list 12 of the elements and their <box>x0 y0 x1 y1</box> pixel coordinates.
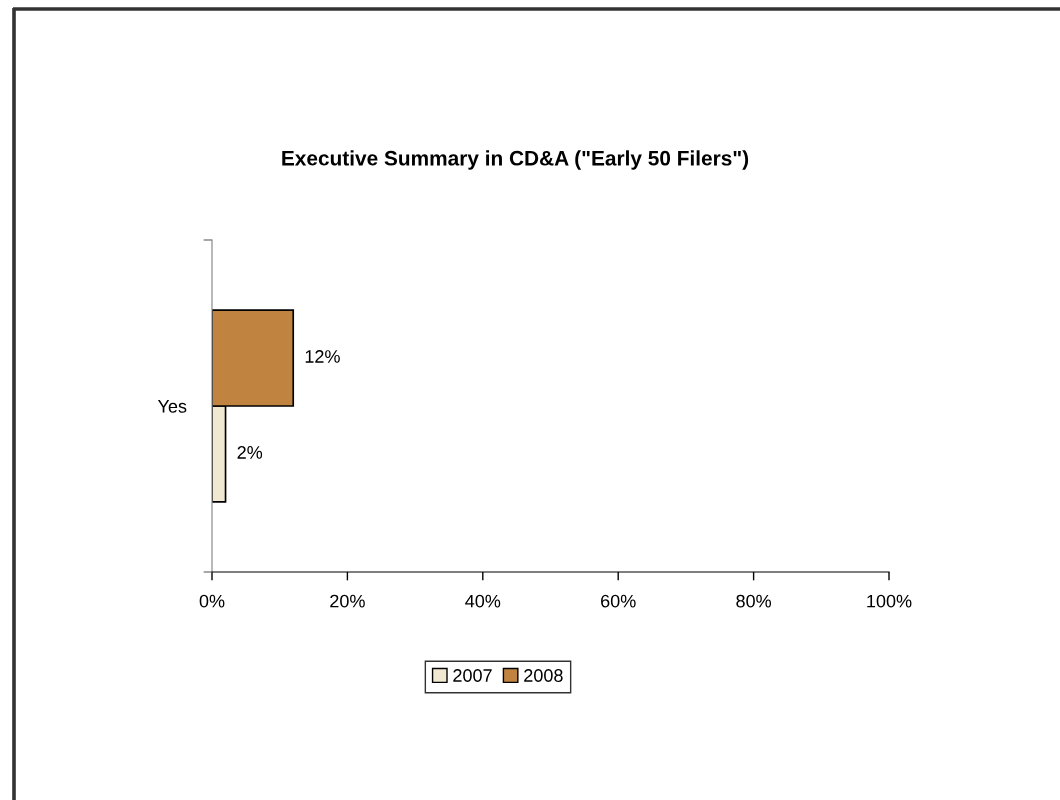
x-tick-label: 20% <box>330 594 365 608</box>
chart-title: Executive Summary in CD&A ("Early 50 Filers") <box>282 150 749 170</box>
x-tick-label: 100% <box>867 594 912 608</box>
legend-label: 2007 <box>453 669 492 682</box>
x-tick-label: 40% <box>465 594 501 608</box>
x-tick-label: 80% <box>736 594 772 608</box>
data-label: 2% <box>237 446 263 459</box>
y-tick-label: Yes <box>157 400 187 413</box>
legend-label: 2008 <box>524 669 563 682</box>
x-tick-label: 60% <box>601 594 636 608</box>
x-tick-label: 0% <box>199 594 225 608</box>
data-label: 12% <box>305 350 340 363</box>
